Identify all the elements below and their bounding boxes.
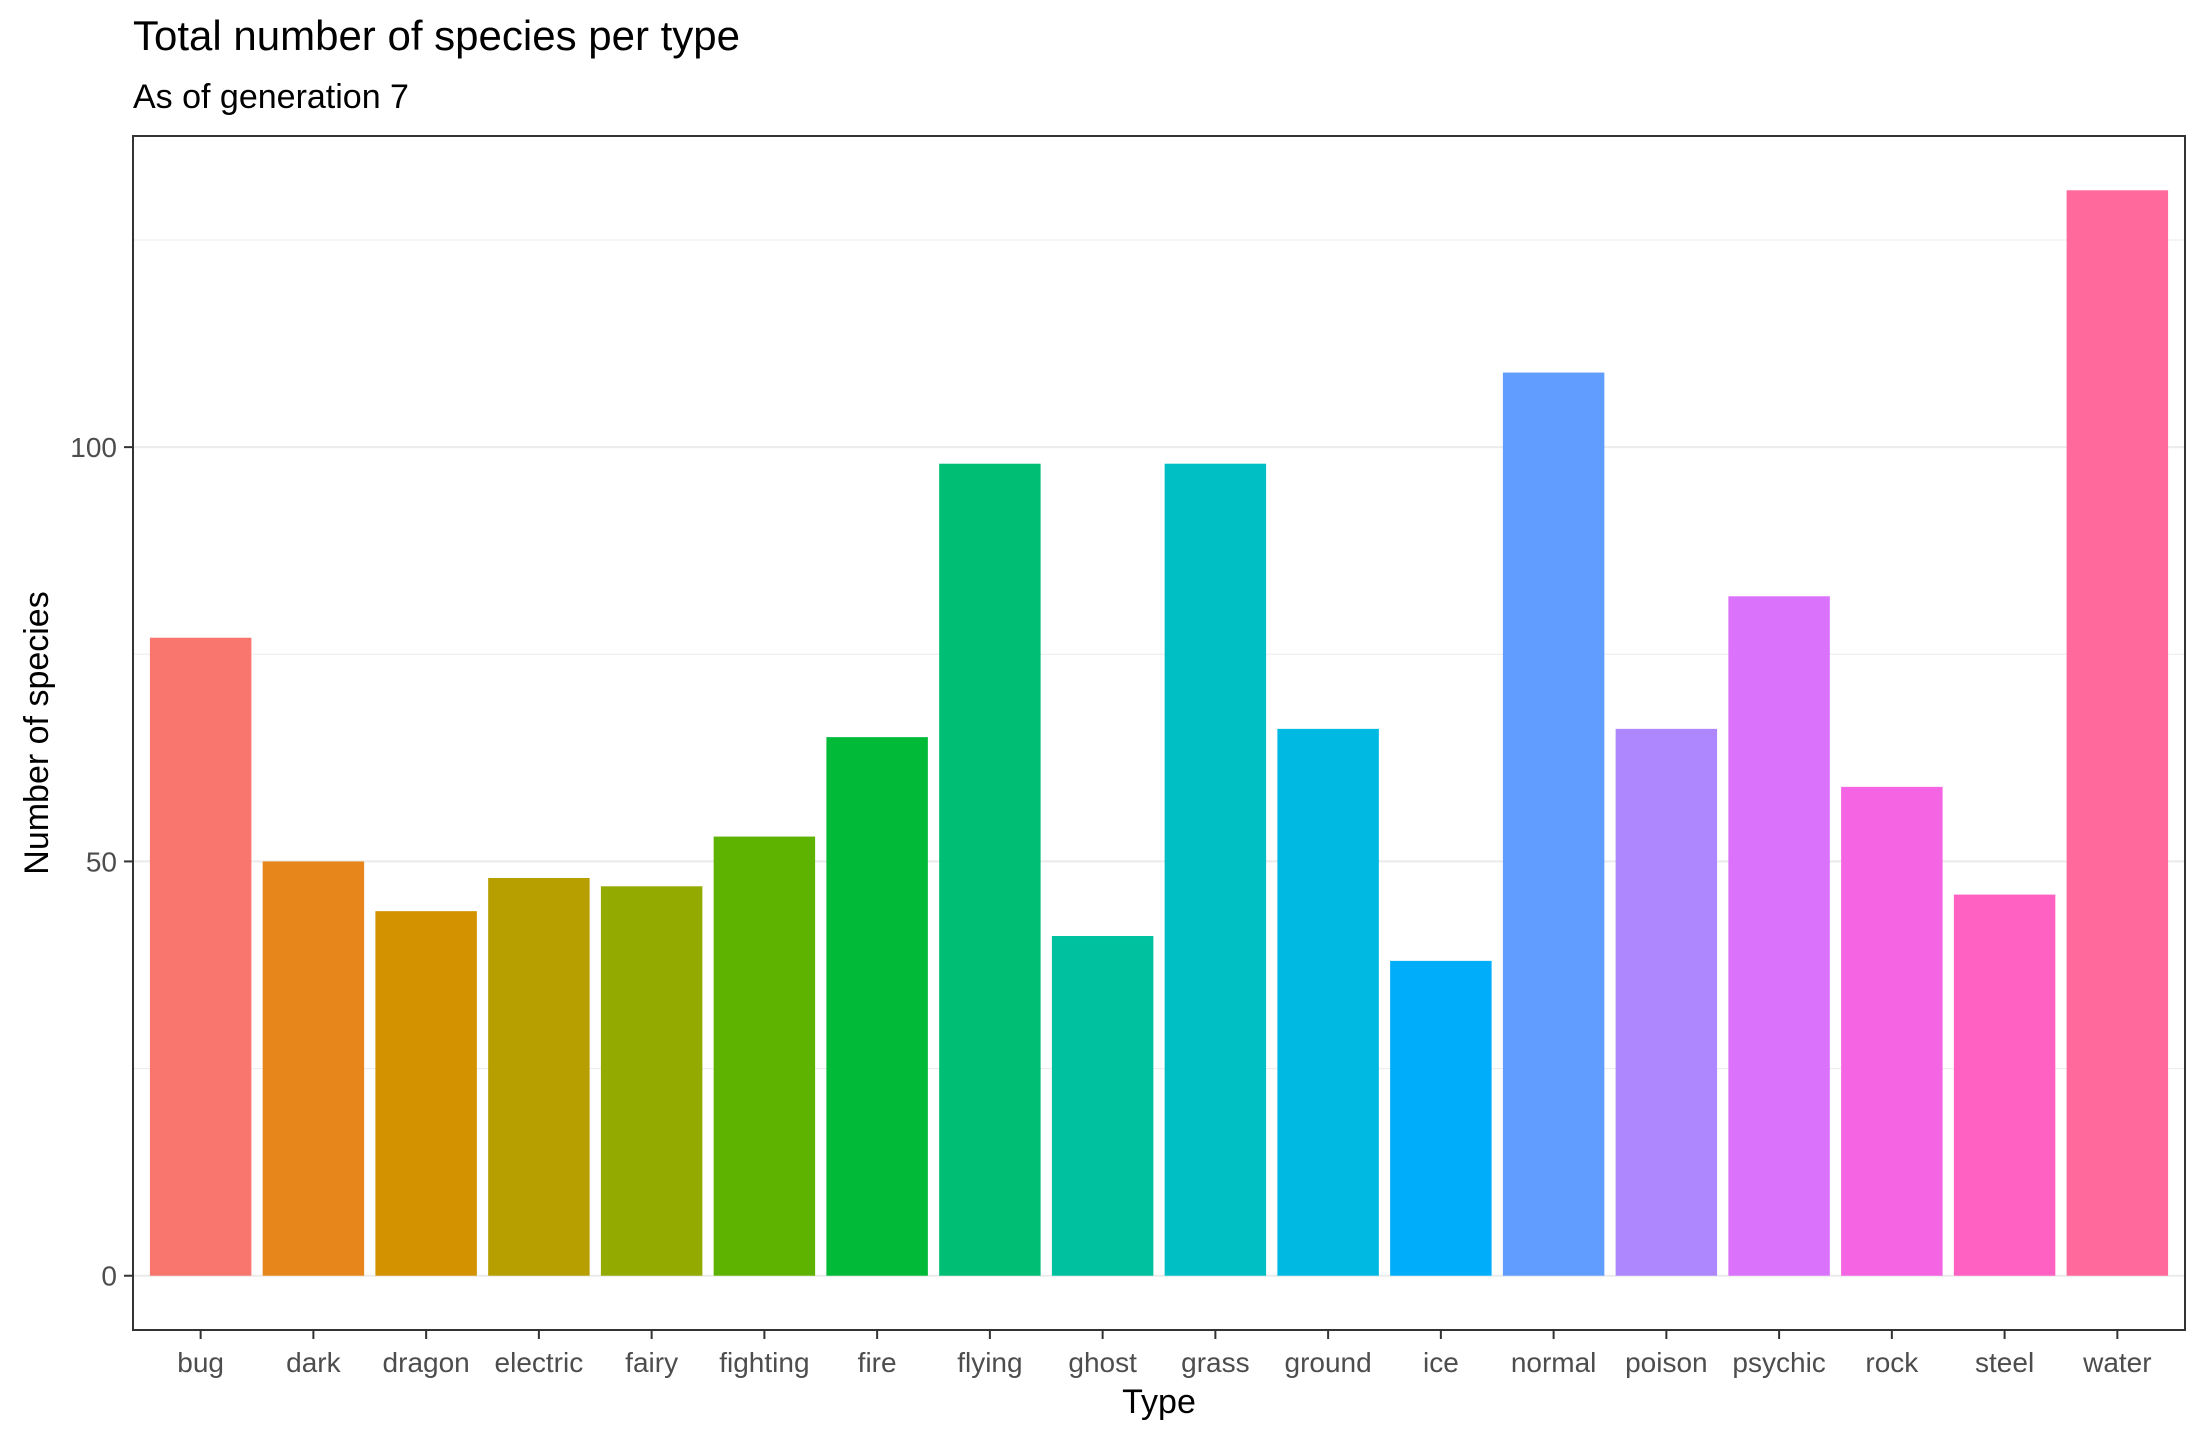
bar-ghost — [1051, 936, 1154, 1276]
x-tick-label: ground — [1285, 1347, 1372, 1378]
bar-psychic — [1728, 596, 1830, 1276]
bar-grass — [1164, 463, 1267, 1276]
chart-title: Total number of species per type — [133, 12, 740, 59]
x-tick-label: grass — [1181, 1347, 1249, 1378]
x-tick-label: poison — [1625, 1347, 1708, 1378]
bar-fairy — [600, 886, 703, 1276]
bar-rock — [1841, 786, 1943, 1276]
x-axis-title: Type — [1122, 1383, 1196, 1421]
bars — [149, 190, 2169, 1276]
x-axis: bug dark dragon electric fairy fighting fire fl… — [177, 1330, 2152, 1378]
bar-poison — [1615, 728, 1718, 1276]
x-tick-label: steel — [1975, 1347, 2034, 1378]
bar-ice — [1390, 960, 1492, 1276]
bar-steel — [1953, 894, 2056, 1276]
bar-fire — [826, 737, 928, 1276]
y-tick-label: 0 — [101, 1261, 117, 1292]
x-tick-label: rock — [1865, 1347, 1919, 1378]
y-tick-label: 100 — [70, 432, 117, 463]
x-tick-label: flying — [957, 1347, 1022, 1378]
x-tick-label: water — [2082, 1347, 2151, 1378]
x-tick-label: dragon — [383, 1347, 470, 1378]
bar-bug — [149, 637, 252, 1276]
x-tick-label: dark — [286, 1347, 341, 1378]
bar-dragon — [375, 911, 477, 1276]
bar-electric — [488, 878, 590, 1276]
x-tick-label: fighting — [719, 1347, 809, 1378]
x-tick-label: ice — [1423, 1347, 1459, 1378]
plot-panel-border — [132, 135, 2186, 1331]
y-axis: 0 50 100 — [70, 432, 133, 1292]
bar-normal — [1502, 372, 1605, 1276]
y-axis-title: Number of species — [18, 591, 56, 874]
x-tick-label: normal — [1511, 1347, 1597, 1378]
bar-fighting — [713, 836, 816, 1276]
x-tick-label: bug — [177, 1347, 224, 1378]
bar-water — [2066, 190, 2169, 1276]
y-tick-label: 50 — [86, 846, 117, 877]
bar-ground — [1277, 728, 1379, 1276]
bar-dark — [262, 861, 365, 1276]
x-tick-label: ghost — [1068, 1347, 1137, 1378]
x-tick-label: electric — [495, 1347, 584, 1378]
bar-flying — [939, 463, 1041, 1276]
x-tick-label: psychic — [1732, 1347, 1825, 1378]
x-tick-label: fairy — [625, 1347, 678, 1378]
x-tick-label: fire — [858, 1347, 897, 1378]
chart-subtitle: As of generation 7 — [133, 78, 409, 116]
